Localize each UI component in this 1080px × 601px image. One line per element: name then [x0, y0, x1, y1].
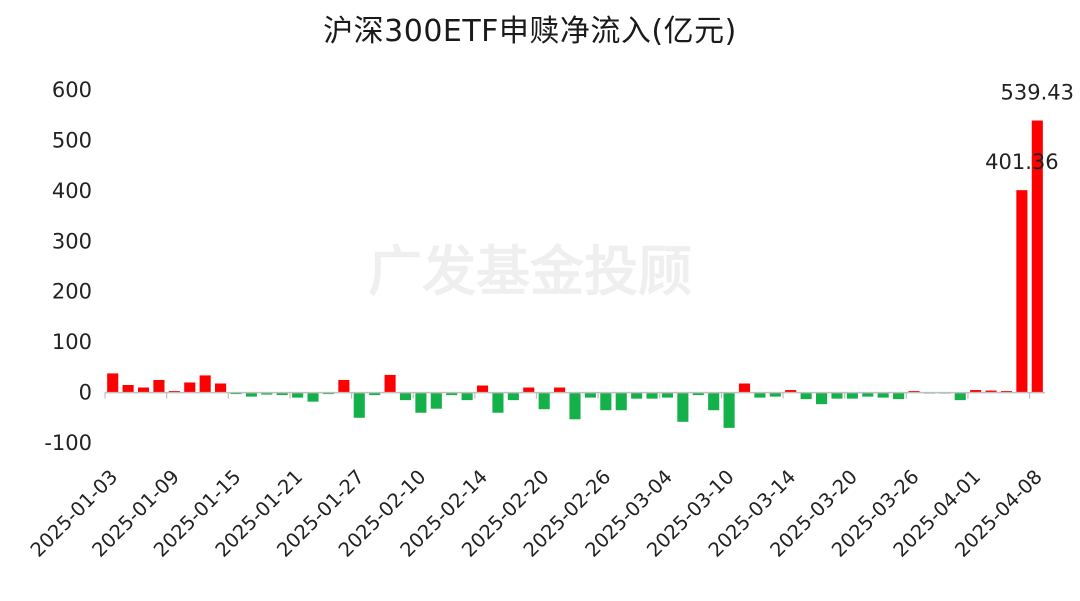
- bar: [338, 379, 350, 393]
- bar: [985, 390, 997, 393]
- y-tick-label: 300: [52, 229, 92, 253]
- bar: [692, 392, 704, 396]
- bar: [538, 392, 550, 410]
- bar: [276, 392, 288, 396]
- y-tick-label: 0: [79, 381, 92, 405]
- bar: [369, 392, 381, 396]
- bar: [292, 392, 304, 398]
- watermark-text: 广发基金投顾: [368, 240, 692, 303]
- bar: [785, 390, 797, 393]
- bar: [862, 392, 874, 397]
- data-label: 539.43: [1001, 81, 1074, 105]
- bar: [661, 392, 674, 398]
- data-labels: 401.36 539.43: [985, 81, 1074, 175]
- bar: [430, 392, 442, 409]
- bar: [584, 392, 596, 398]
- bar: [646, 392, 658, 399]
- bar: [322, 392, 334, 395]
- bar: [800, 392, 812, 400]
- bar: [492, 392, 504, 413]
- y-axis: 600 500 400 300 200 100 0 -100: [44, 78, 92, 455]
- y-tick-label: 500: [52, 128, 92, 152]
- bar: [877, 392, 889, 398]
- bar: [122, 385, 134, 393]
- bar: [954, 392, 966, 401]
- bar: [723, 392, 735, 428]
- bar: [1031, 120, 1043, 393]
- bar: [107, 373, 119, 393]
- bar: [631, 392, 643, 399]
- bar: [554, 387, 566, 393]
- bar: [307, 392, 319, 402]
- bar: [708, 392, 720, 411]
- bar: [199, 375, 211, 393]
- bar: [970, 390, 982, 393]
- bar: [615, 392, 627, 411]
- bar: [384, 374, 396, 393]
- y-tick-label: 600: [52, 78, 92, 102]
- bar: [569, 392, 581, 420]
- data-label: 401.36: [985, 150, 1058, 174]
- y-tick-label: -100: [44, 431, 92, 455]
- y-tick-label: 400: [52, 179, 92, 203]
- y-tick-label: 100: [52, 330, 92, 354]
- bar: [446, 392, 458, 396]
- bar: [137, 387, 150, 393]
- bar: [168, 391, 180, 393]
- bar: [230, 392, 242, 395]
- bar: [738, 383, 751, 393]
- bar: [831, 392, 843, 399]
- bar: [769, 392, 781, 397]
- bar: [893, 392, 905, 400]
- bar: [846, 392, 858, 399]
- chart-title: 沪深300ETF申赎净流入(亿元): [323, 14, 737, 49]
- bar: [600, 392, 612, 411]
- bar: [816, 392, 828, 405]
- x-axis: 2025-01-032025-01-092025-01-152025-01-21…: [26, 465, 1047, 561]
- bar: [677, 392, 689, 422]
- bar: [415, 392, 427, 413]
- bar: [1016, 190, 1028, 393]
- bar: [184, 382, 196, 393]
- bar: [153, 379, 165, 393]
- y-tick-label: 200: [52, 280, 92, 304]
- bar: [353, 392, 365, 418]
- bar: [523, 387, 535, 393]
- bar: [245, 392, 257, 397]
- bar: [754, 392, 766, 398]
- bar-series: [107, 120, 1043, 428]
- bar: [461, 392, 473, 401]
- bar: [476, 385, 489, 393]
- bar: [507, 392, 519, 401]
- bar: [399, 392, 412, 401]
- bar: [261, 392, 273, 395]
- zero-axis: [104, 391, 1045, 399]
- bar: [908, 391, 920, 393]
- bar: [1000, 391, 1013, 393]
- bar: [215, 383, 227, 393]
